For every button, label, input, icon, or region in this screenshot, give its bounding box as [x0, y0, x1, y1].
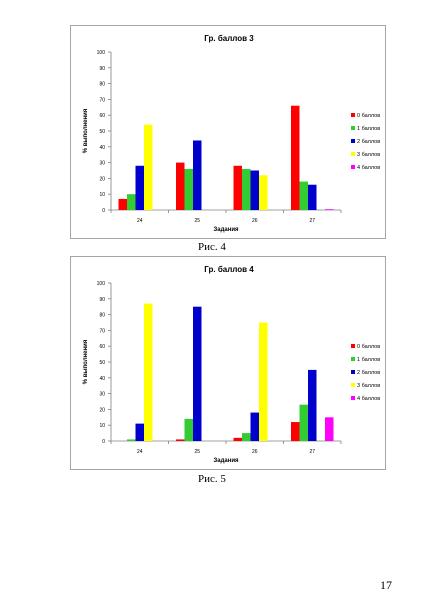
- x-tick-label: 27: [309, 449, 315, 455]
- y-tick-label: 100: [97, 50, 106, 56]
- y-tick-label: 50: [99, 129, 105, 135]
- bar: [184, 418, 193, 441]
- legend-swatch: [351, 370, 355, 374]
- legend-swatch: [351, 139, 355, 143]
- page-number: 17: [380, 578, 392, 592]
- y-tick-label: 70: [99, 328, 105, 334]
- bar: [242, 168, 251, 210]
- legend-label: 0 баллов: [357, 344, 380, 350]
- legend-label: 0 баллов: [357, 113, 380, 119]
- bar: [176, 439, 185, 441]
- x-tick-label: 24: [137, 218, 143, 224]
- figure-4-caption: Рис. 4: [198, 241, 226, 253]
- x-tick-label: 26: [252, 218, 258, 224]
- legend-label: 2 баллов: [357, 139, 380, 145]
- bar: [259, 322, 268, 441]
- y-tick-label: 90: [99, 297, 105, 303]
- x-tick-label: 26: [252, 449, 258, 455]
- legend-label: 1 баллов: [357, 357, 380, 363]
- x-tick-label: 24: [137, 449, 143, 455]
- legend-swatch: [351, 165, 355, 169]
- legend-label: 4 баллов: [357, 396, 380, 402]
- legend-label: 3 баллов: [357, 383, 380, 389]
- bar: [184, 168, 193, 210]
- bar: [299, 181, 308, 210]
- bar: [176, 162, 185, 210]
- y-tick-label: 90: [99, 66, 105, 72]
- legend-swatch: [351, 396, 355, 400]
- y-tick-label: 80: [99, 313, 105, 319]
- bar: [135, 165, 144, 210]
- bar: [118, 198, 127, 210]
- legend-label: 4 баллов: [357, 165, 380, 171]
- legend-swatch: [351, 113, 355, 117]
- y-tick-label: 100: [97, 281, 106, 287]
- bar: [291, 105, 300, 210]
- bar: [308, 184, 317, 210]
- y-tick-label: 40: [99, 145, 105, 151]
- bar: [127, 439, 136, 441]
- y-axis-label: % выполнения: [83, 339, 89, 384]
- chart-svg-4: Гр. баллов 3 0 10 20 30 40 50 60 70 80 90 100 24 25 26…: [83, 34, 380, 233]
- legend-swatch: [351, 152, 355, 156]
- x-axis-label: Задания: [213, 458, 239, 464]
- bar: [233, 165, 242, 210]
- x-tick-label: 25: [194, 449, 200, 455]
- x-axis-label: Задания: [213, 227, 239, 233]
- x-tick-label: 25: [194, 218, 200, 224]
- figure-5-chart: Гр. баллов 4 0 10 20 30 40 50 60 70 80 90 100 24 25 26…: [70, 256, 386, 470]
- bar: [242, 433, 251, 441]
- y-tick-label: 10: [99, 192, 105, 198]
- legend-swatch: [351, 344, 355, 348]
- y-tick-label: 20: [99, 176, 105, 182]
- chart-title: Гр. баллов 4: [204, 265, 254, 274]
- legend-swatch: [351, 357, 355, 361]
- y-tick-label: 70: [99, 97, 105, 103]
- bar: [144, 124, 153, 210]
- y-tick-label: 30: [99, 392, 105, 398]
- y-axis-label: % выполнения: [83, 108, 89, 153]
- y-tick-label: 50: [99, 360, 105, 366]
- bar: [127, 194, 136, 210]
- y-tick-label: 10: [99, 423, 105, 429]
- figure-5-caption: Рис. 5: [198, 473, 226, 485]
- chart-svg-5: Гр. баллов 4 0 10 20 30 40 50 60 70 80 90 100 24 25 26…: [83, 265, 380, 464]
- y-tick-label: 0: [102, 439, 105, 445]
- bar: [144, 303, 153, 441]
- bar: [250, 170, 259, 210]
- y-tick-label: 30: [99, 161, 105, 167]
- bar: [233, 437, 242, 441]
- bar: [325, 209, 334, 210]
- bar: [259, 175, 268, 210]
- chart-title: Гр. баллов 3: [204, 34, 254, 43]
- y-tick-label: 20: [99, 407, 105, 413]
- figure-4-chart: Гр. баллов 3 0 10 20 30 40 50 60 70 80 90 100 24 25 26…: [70, 25, 386, 239]
- bar: [325, 417, 334, 441]
- y-tick-label: 40: [99, 376, 105, 382]
- bar: [308, 369, 317, 441]
- bar: [135, 423, 144, 441]
- legend-swatch: [351, 126, 355, 130]
- legend-label: 2 баллов: [357, 370, 380, 376]
- y-tick-label: 60: [99, 344, 105, 350]
- bar: [193, 140, 202, 210]
- bar: [291, 422, 300, 441]
- y-tick-label: 80: [99, 82, 105, 88]
- y-tick-label: 60: [99, 113, 105, 119]
- x-tick-label: 27: [309, 218, 315, 224]
- y-tick-label: 0: [102, 208, 105, 214]
- legend-label: 3 баллов: [357, 152, 380, 158]
- bar: [299, 404, 308, 441]
- legend-label: 1 баллов: [357, 126, 380, 132]
- bar: [193, 306, 202, 441]
- legend-swatch: [351, 383, 355, 387]
- bar: [250, 412, 259, 441]
